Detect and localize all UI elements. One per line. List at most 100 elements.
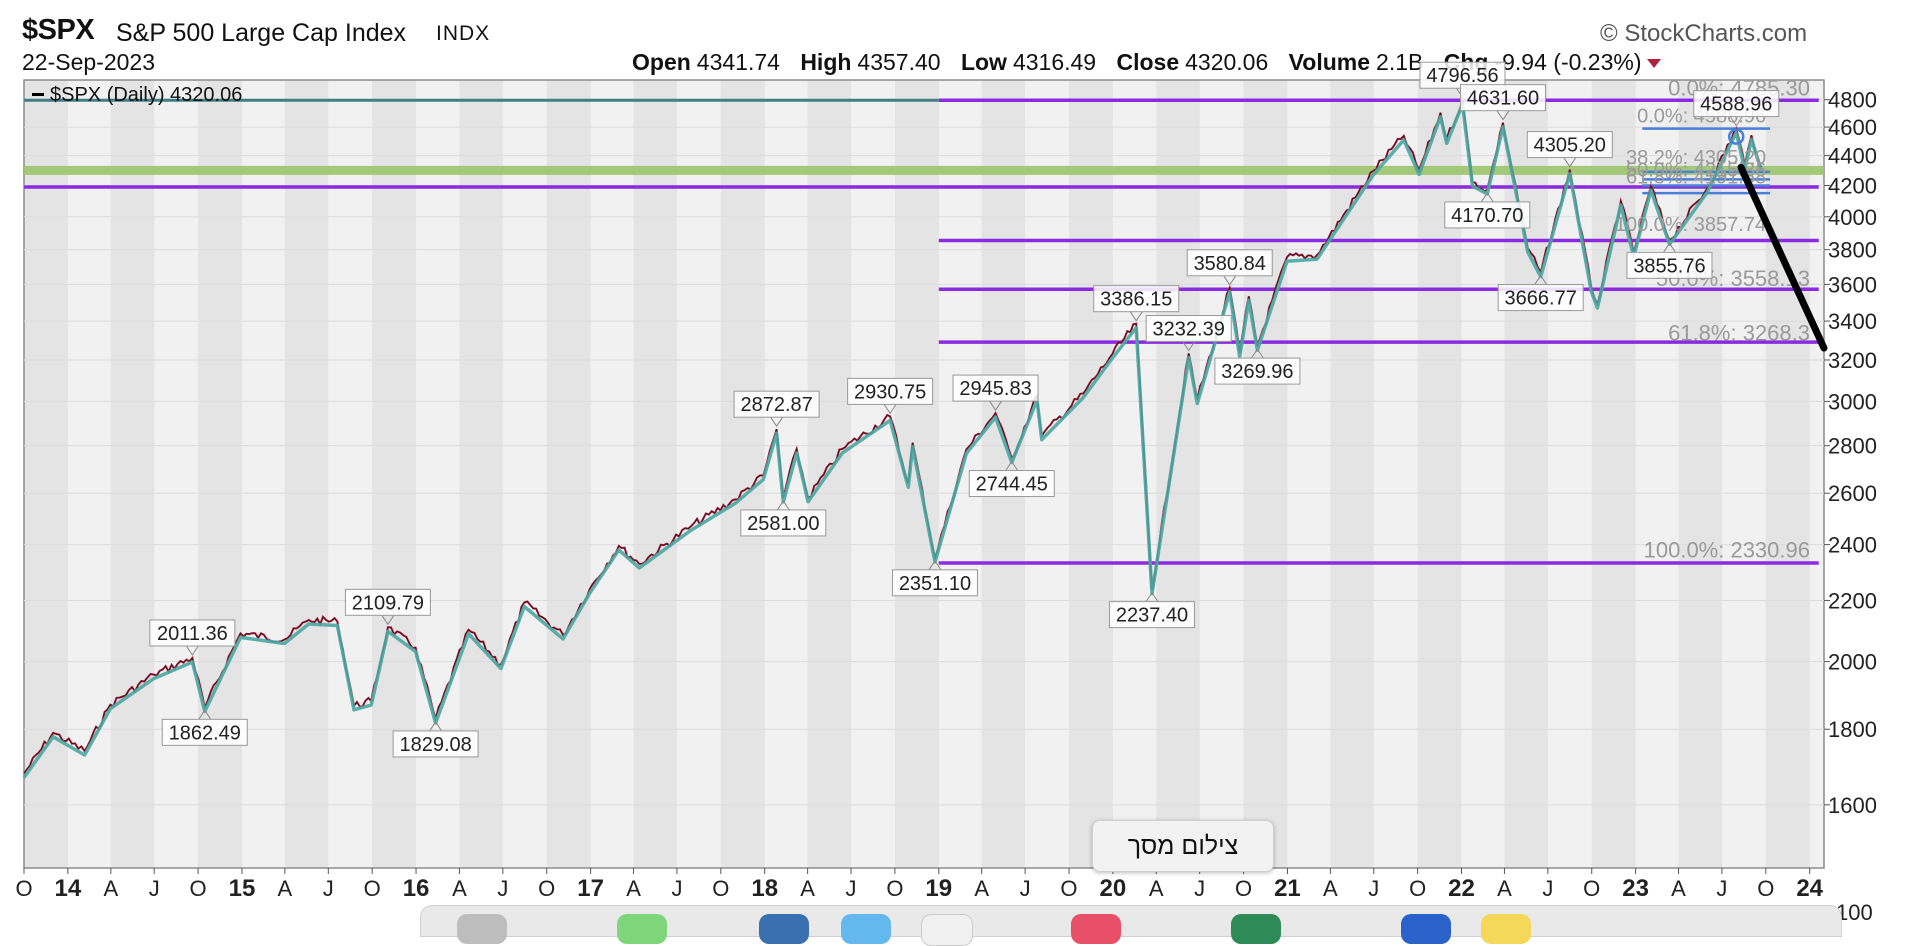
quarter-band — [1330, 80, 1374, 868]
dock-music-icon[interactable] — [1071, 914, 1121, 944]
x-tick-label: 20 — [1100, 875, 1127, 902]
background-bands — [24, 80, 1824, 868]
price-callout-pointer — [1663, 242, 1676, 253]
price-callout-box — [149, 619, 236, 647]
x-tick-label: J — [671, 876, 682, 901]
x-tick-label: A — [1497, 876, 1512, 901]
x-tick-label: A — [974, 876, 989, 901]
quarter-band — [720, 80, 765, 868]
ohlc-summary: Open 4341.74 High 4357.40 Low 4316.49 Close… — [632, 49, 1662, 76]
quarter-band — [1678, 80, 1722, 868]
price-callout-pointer — [1182, 341, 1196, 352]
legend-swatch — [32, 93, 44, 96]
x-tick-label: 17 — [577, 875, 604, 902]
x-tick-label: A — [800, 876, 815, 901]
x-tick-label: J — [149, 876, 160, 901]
y-tick-label: 4600 — [1828, 115, 1877, 140]
x-tick-label: J — [846, 876, 857, 901]
price-callout-label: 2109.79 — [352, 592, 424, 614]
price-callout-box — [847, 377, 934, 405]
price-chart[interactable]: 1600 1800 2000 2200 2400 2600 2800 3000 3200 3400… — [0, 0, 1920, 924]
price-callout-box — [740, 509, 827, 537]
dock-finder-icon[interactable] — [457, 914, 507, 944]
dock-app-icon[interactable] — [759, 914, 809, 944]
x-tick-label: A — [278, 876, 293, 901]
quarter-band — [1504, 80, 1548, 868]
price-callout-pointer — [1563, 157, 1577, 168]
y-tick-label: 4800 — [1828, 88, 1877, 113]
price-callout-pointer — [883, 404, 897, 415]
price-callout-pointer — [429, 721, 443, 732]
price-callout-box — [1093, 285, 1180, 313]
open-label: Open — [632, 49, 691, 75]
price-callout-label: 4588.96 — [1700, 94, 1772, 116]
down-arrow-icon — [1647, 59, 1662, 69]
x-tick-label: A — [1323, 876, 1338, 901]
chart-header: $SPX S&P 500 Large Cap Index INDX 22-Sep… — [0, 0, 1920, 80]
price-callout-label: 4305.20 — [1534, 135, 1606, 157]
dock-word-icon[interactable] — [1401, 914, 1451, 944]
price-callout-pointer — [185, 645, 199, 656]
y-tick-label: 2000 — [1828, 650, 1877, 675]
price-callout-label: 2581.00 — [747, 513, 819, 535]
price-callout-label: 3269.96 — [1221, 361, 1293, 383]
quarter-band — [633, 80, 677, 868]
y-tick-label: 3800 — [1828, 238, 1877, 263]
y-tick-label: 4400 — [1828, 144, 1877, 169]
y-tick-label: 4000 — [1828, 205, 1877, 230]
price-callout-box — [344, 588, 431, 616]
dock-messages-icon[interactable] — [617, 914, 667, 944]
price-callout-pointer — [770, 416, 784, 428]
price-callout-label: 2351.10 — [899, 573, 971, 595]
source-watermark[interactable]: © StockCharts.com — [1600, 20, 1808, 47]
price-callout-label: 4796.56 — [1426, 65, 1498, 87]
y-tick-label: 1800 — [1828, 717, 1877, 742]
price-callout-label: 3666.77 — [1505, 288, 1577, 310]
volume-value: 2.1B — [1376, 49, 1424, 75]
x-tick-label: O — [364, 876, 381, 901]
price-callout-box — [1460, 84, 1547, 112]
x-tick-label: O — [15, 876, 32, 901]
close-label: Close — [1116, 49, 1180, 75]
price-callout-label: 2744.45 — [976, 474, 1048, 496]
fib-short-label: 38.2%: 4305.20 — [1626, 147, 1766, 169]
x-axis: O 14 A J O 15 A J O 16 A J O 17 A J O 18 A J O 19 A J O 20 A J O 21 A J… — [15, 868, 1824, 902]
price-callout-pointer — [1005, 460, 1019, 471]
y-tick-label: 3600 — [1828, 272, 1877, 297]
quarter-band — [1591, 80, 1636, 868]
x-tick-label: J — [497, 876, 508, 901]
quarter-band — [284, 80, 329, 868]
screenshot-tooltip: צילום מסך — [1092, 820, 1274, 872]
price-callout-box — [952, 374, 1039, 402]
price-callout-pointer — [776, 500, 790, 511]
legend: $SPX (Daily) 4320.06 — [32, 84, 242, 106]
x-tick-label: O — [1060, 876, 1077, 901]
price-callout-box — [1214, 357, 1301, 385]
x-tick-label: 16 — [403, 875, 430, 902]
dock-mail-icon[interactable] — [841, 914, 891, 944]
x-tick-label: J — [1716, 876, 1727, 901]
x-tick-label: A — [452, 876, 467, 901]
dock-photos-icon[interactable] — [921, 914, 973, 946]
x-tick-label: 23 — [1622, 875, 1649, 902]
price-callout-pointer — [1250, 348, 1264, 359]
price-callout-pointer — [1480, 192, 1494, 203]
price-callout-label: 4631.60 — [1467, 88, 1539, 110]
price-callout-box — [1626, 251, 1713, 279]
price-callout-pointer — [928, 559, 942, 571]
price-callout-box — [968, 470, 1055, 498]
price-callout-label: 3580.84 — [1194, 253, 1266, 275]
x-tick-label: A — [1149, 876, 1164, 901]
dock-excel-icon[interactable] — [1231, 914, 1281, 944]
y-tick-label: 3400 — [1828, 309, 1877, 334]
x-tick-label: 18 — [751, 875, 778, 902]
price-callout-pointer — [989, 400, 1002, 411]
price-callout-pointer — [1534, 274, 1548, 285]
fib-short-label: 61.8%: 4191.58 — [1626, 166, 1766, 188]
x-tick-label: 24 — [1796, 875, 1823, 902]
dock-notes-icon[interactable] — [1481, 914, 1531, 944]
instrument-name: S&P 500 Large Cap Index — [116, 19, 407, 47]
x-tick-label: 15 — [229, 875, 256, 902]
fib-level-label: 61.8%: 3268.3 — [1668, 320, 1810, 345]
price-callout-box — [161, 718, 248, 746]
